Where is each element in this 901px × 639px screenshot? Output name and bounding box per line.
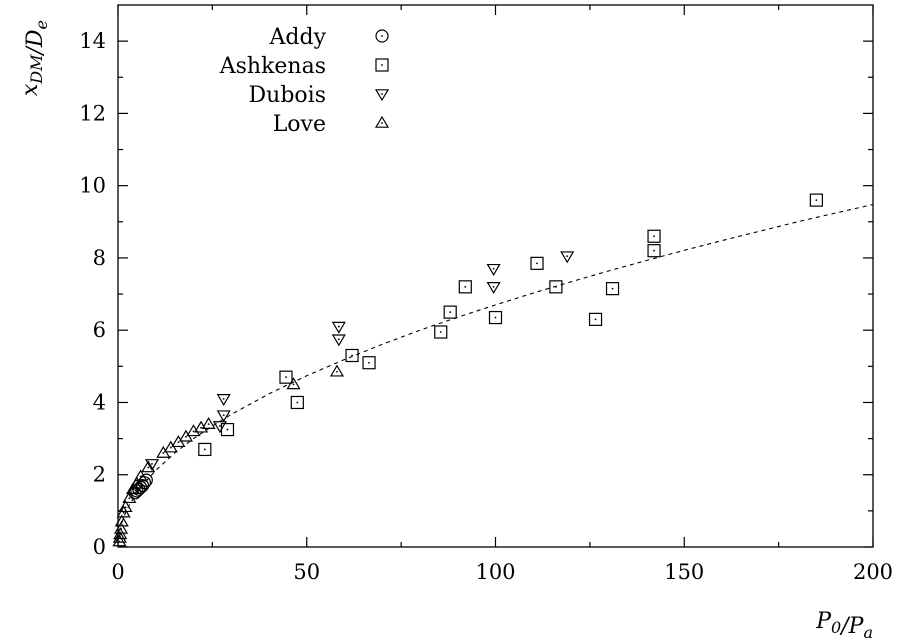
legend-marker-dubois	[374, 89, 390, 102]
x-tick-label: 100	[475, 560, 515, 584]
x-axis-label: P0/Pa	[815, 609, 873, 639]
ashkenas-point	[198, 442, 212, 457]
love-point	[156, 445, 171, 458]
legend-marker-ashkenas	[375, 58, 389, 72]
ashkenas-point	[488, 310, 503, 325]
ashkenas-point	[588, 312, 603, 326]
love-point	[194, 420, 209, 433]
x-tick-label: 50	[293, 560, 320, 584]
ashkenas-point	[530, 256, 544, 270]
love-point	[286, 377, 301, 390]
love-point	[171, 435, 186, 448]
dubois-point	[144, 459, 160, 472]
data-points	[112, 193, 823, 547]
y-axis-label: xDM/De	[18, 20, 51, 96]
dubois-point	[560, 251, 575, 264]
x-tick-label: 0	[111, 560, 124, 584]
ashkenas-point	[647, 229, 661, 243]
x-tick-label: 200	[853, 560, 893, 584]
love-point	[141, 460, 156, 473]
ashkenas-point	[345, 348, 359, 363]
love-point	[129, 476, 144, 489]
dubois-point	[331, 334, 346, 347]
dubois-point	[216, 410, 231, 423]
love-point	[133, 469, 148, 482]
dubois-point	[486, 263, 501, 276]
fit-curve	[121, 203, 874, 523]
y-tick-label: 0	[93, 535, 106, 559]
love-point	[163, 440, 178, 453]
love-point	[112, 534, 127, 547]
legend-label-ashkenas: Ashkenas	[219, 54, 326, 79]
y-tick-label: 4	[93, 390, 106, 414]
y-tick-label: 12	[79, 101, 106, 125]
love-point	[122, 491, 137, 504]
legend-label-love: Love	[273, 112, 326, 137]
love-point	[178, 429, 193, 442]
ashkenas-point	[809, 193, 823, 207]
dubois-point	[212, 421, 227, 434]
love-point	[201, 416, 216, 429]
legend-marker-love	[374, 115, 390, 128]
love-point	[186, 424, 201, 437]
axis-ticks	[117, 5, 874, 548]
y-tick-label: 8	[93, 246, 106, 270]
plot-frame	[117, 4, 874, 548]
ashkenas-point	[647, 244, 661, 258]
y-tick-label: 2	[93, 463, 106, 487]
love-point	[116, 505, 131, 518]
dubois-point	[216, 394, 231, 407]
legend: Addy Ashkenas Dubois Love	[219, 25, 390, 137]
love-point	[118, 500, 133, 513]
tick-labels: 0 50 100 150 200 0 2 4 6 8 10 12 14	[79, 29, 893, 584]
ashkenas-point	[605, 282, 620, 296]
ashkenas-point	[434, 325, 448, 339]
love-point	[114, 514, 129, 527]
y-tick-label: 6	[93, 318, 106, 342]
ashkenas-point	[290, 395, 304, 410]
y-tick-label: 10	[79, 174, 106, 198]
y-tick-label: 14	[79, 29, 106, 53]
ashkenas-point	[362, 356, 376, 370]
ashkenas-point	[458, 280, 472, 294]
legend-label-addy: Addy	[269, 25, 327, 50]
love-point	[126, 482, 141, 494]
dubois-point	[486, 282, 501, 295]
ashkenas-point	[549, 280, 563, 294]
legend-label-dubois: Dubois	[249, 83, 326, 108]
dubois-point	[331, 321, 346, 334]
ashkenas-point	[279, 370, 293, 384]
ashkenas-point	[443, 305, 457, 319]
love-point	[329, 364, 344, 377]
x-tick-label: 150	[664, 560, 704, 584]
legend-marker-addy	[375, 29, 389, 43]
